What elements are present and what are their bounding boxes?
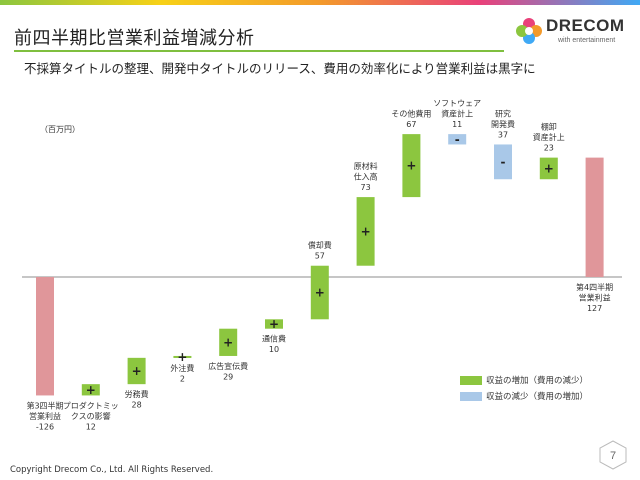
title-underline bbox=[14, 50, 504, 52]
unit-label: （百万円） bbox=[40, 125, 80, 134]
bar-sign-3: + bbox=[132, 364, 142, 378]
bar-sign-12: + bbox=[544, 161, 554, 175]
bar-label-10-line-2: 資産計上 bbox=[441, 109, 473, 119]
bar-sign-2: + bbox=[86, 383, 96, 397]
flower-logo-icon bbox=[516, 18, 542, 44]
bar-label-1-line-2: 営業利益 bbox=[29, 411, 61, 421]
bar-label-12-line-2: 資産計上 bbox=[533, 132, 565, 142]
logo-tagline: with entertainment bbox=[558, 37, 616, 44]
bar-label-12-line-1: 棚卸 bbox=[541, 122, 557, 132]
bar-label-4-line-1: 外注費 bbox=[170, 363, 194, 373]
bar-label-11-line-3: 37 bbox=[498, 130, 508, 139]
legend-label-increase: 収益の増加（費用の減少） bbox=[486, 376, 589, 386]
waterfall-bar-13 bbox=[585, 157, 604, 277]
bar-sign-11: - bbox=[501, 155, 506, 169]
bar-label-8-line-2: 仕入高 bbox=[354, 172, 378, 182]
waterfall-bar-11 bbox=[494, 144, 512, 180]
bar-label-1-line-1: 第3四半期 bbox=[26, 400, 63, 410]
waterfall-bar-3 bbox=[127, 357, 146, 385]
legend-label-decrease: 収益の減少（費用の増加） bbox=[486, 392, 589, 402]
bar-label-5-line-1: 広告宣伝費 bbox=[208, 361, 248, 371]
bar-label-3-line-2: 28 bbox=[132, 401, 142, 410]
waterfall-bar-7 bbox=[310, 265, 329, 320]
brand-color-bar bbox=[0, 0, 640, 5]
bar-label-10-line-1: ソフトウェア bbox=[433, 99, 481, 108]
bar-label-12-line-3: 23 bbox=[544, 144, 554, 153]
bar-label-6-line-2: 10 bbox=[269, 345, 279, 354]
legend-item-decrease: 収益の減少（費用の増加） bbox=[460, 390, 588, 402]
drecom-logo: DRECOM with entertainment bbox=[514, 14, 632, 50]
waterfall-bar-5 bbox=[219, 328, 238, 356]
copyright-notice: Copyright Drecom Co., Ltd. All Rights Re… bbox=[10, 465, 214, 475]
waterfall-bar-6 bbox=[265, 319, 283, 329]
bar-label-7-line-1: 償却費 bbox=[308, 240, 332, 250]
bar-sign-9: + bbox=[406, 159, 416, 173]
bar-sign-6: + bbox=[269, 317, 279, 331]
legend-item-increase: 収益の増加（費用の減少） bbox=[460, 374, 588, 386]
page-title: 前四半期比営業利益増減分析 bbox=[14, 28, 255, 49]
bar-sign-4: + bbox=[177, 350, 187, 364]
waterfall-bar-1 bbox=[36, 277, 54, 396]
bar-sign-7: + bbox=[315, 286, 325, 300]
legend-swatch-decrease bbox=[460, 392, 482, 401]
waterfall-bar-9 bbox=[402, 134, 421, 198]
waterfall-bar-10 bbox=[448, 134, 467, 145]
page-number-badge: 7 bbox=[599, 440, 627, 470]
bar-label-6-line-1: 通信費 bbox=[262, 334, 286, 344]
bar-label-13-line-2: 営業利益 bbox=[579, 293, 611, 303]
bar-label-8-line-1: 原材料 bbox=[354, 161, 378, 171]
bar-label-4-line-2: 2 bbox=[180, 374, 185, 383]
bar-label-3-line-1: 労務費 bbox=[125, 389, 149, 399]
bar-label-9-line-2: 67 bbox=[406, 120, 416, 129]
bar-label-7-line-2: 57 bbox=[315, 252, 325, 261]
legend-swatch-increase bbox=[460, 376, 482, 385]
page-number: 7 bbox=[610, 450, 616, 462]
bar-sign-5: + bbox=[223, 335, 233, 349]
bar-label-2-line-1: プロダクトミッ bbox=[63, 400, 119, 410]
waterfall-bar-2 bbox=[81, 384, 100, 396]
waterfall-bar-8 bbox=[356, 197, 375, 266]
bar-label-9-line-1: その他費用 bbox=[391, 109, 431, 119]
waterfall-bar-12 bbox=[539, 157, 558, 180]
bar-sign-8: + bbox=[361, 224, 371, 238]
bar-label-5-line-2: 29 bbox=[223, 372, 233, 381]
page-subtitle: 不採算タイトルの整理、開発中タイトルのリリース、費用の効率化により営業利益は黒字… bbox=[24, 61, 536, 76]
bar-label-2-line-2: クスの影響 bbox=[71, 411, 111, 421]
bar-label-11-line-2: 開発費 bbox=[491, 119, 515, 129]
bar-label-1-line-3: -126 bbox=[36, 422, 54, 431]
bar-label-13-line-1: 第4四半期 bbox=[576, 282, 613, 292]
waterfall-bar-4 bbox=[173, 355, 192, 358]
bar-sign-10: - bbox=[455, 132, 460, 146]
bar-label-13-line-3: 127 bbox=[587, 304, 602, 313]
bar-label-8-line-3: 73 bbox=[361, 183, 371, 192]
bar-label-10-line-3: 11 bbox=[452, 120, 462, 129]
logo-wordmark: DRECOM bbox=[546, 16, 625, 35]
bar-label-11-line-1: 研究 bbox=[495, 108, 511, 118]
bar-label-2-line-3: 12 bbox=[86, 422, 96, 431]
